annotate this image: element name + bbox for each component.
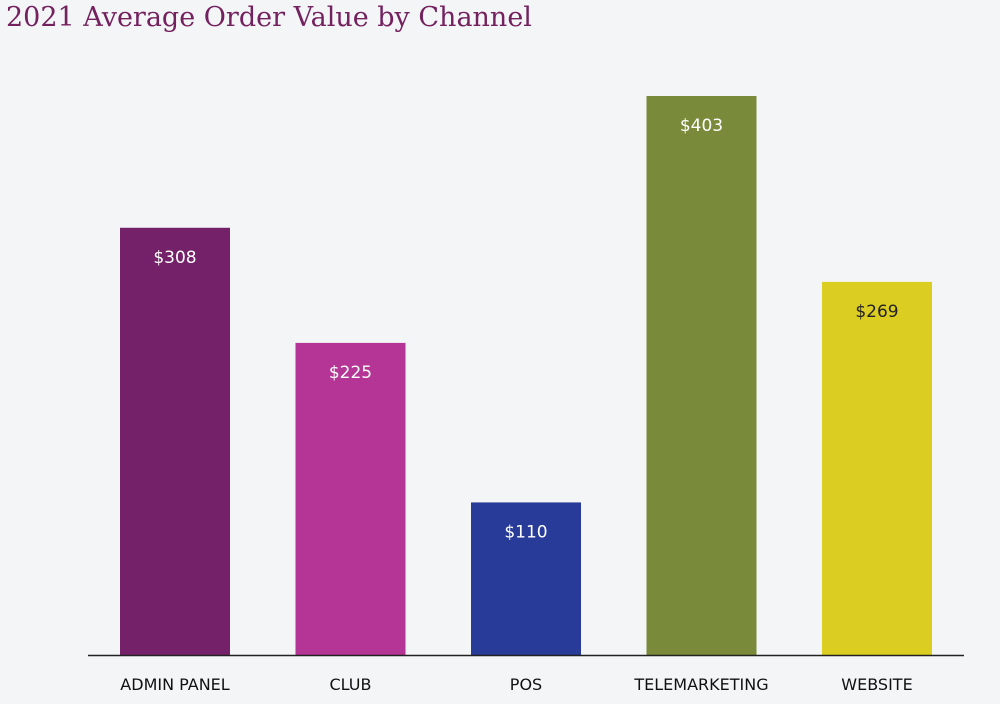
labels-layer: $308 ADMIN PANEL $225 CLUB $110 POS $403 TELEMA…	[120, 116, 912, 694]
data-label-telemarketing: $403	[680, 116, 723, 136]
category-label-telemarketing: TELEMARKETING	[633, 675, 768, 694]
chart-title: 2021 Average Order Value by Channel	[6, 2, 532, 33]
bar-telemarketing	[646, 96, 757, 655]
data-label-pos: $110	[504, 522, 547, 542]
bar-admin-panel	[120, 227, 230, 655]
category-label-club: CLUB	[330, 675, 372, 694]
data-label-website: $269	[855, 302, 898, 322]
category-label-admin-panel: ADMIN PANEL	[120, 675, 229, 694]
data-label-admin-panel: $308	[153, 248, 196, 268]
bars-layer	[120, 96, 932, 655]
bar-pos	[471, 502, 581, 655]
bar-club	[295, 342, 406, 655]
category-label-website: WEBSITE	[841, 675, 912, 694]
category-label-pos: POS	[510, 675, 542, 694]
bar-website	[822, 281, 932, 655]
data-label-club: $225	[329, 363, 372, 383]
